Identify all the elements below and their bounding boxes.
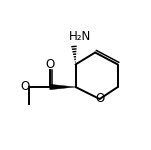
- Text: O: O: [45, 58, 55, 70]
- Text: O: O: [20, 81, 30, 93]
- Polygon shape: [50, 84, 76, 90]
- Text: H₂N: H₂N: [69, 30, 91, 42]
- Text: O: O: [96, 93, 105, 105]
